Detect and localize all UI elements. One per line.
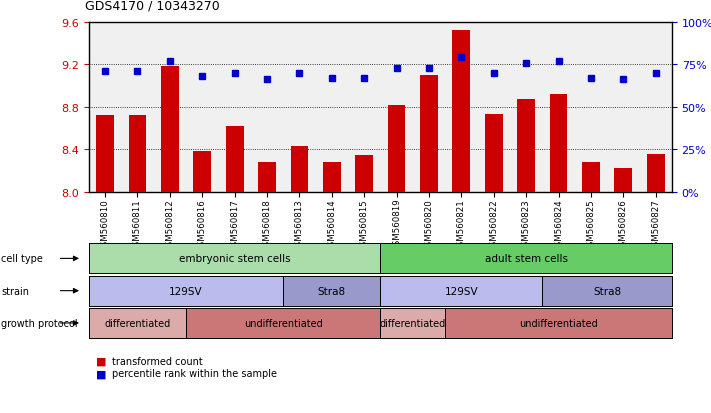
Text: ■: ■ <box>96 368 107 378</box>
Bar <box>550 95 567 192</box>
Bar <box>647 155 665 192</box>
Text: adult stem cells: adult stem cells <box>485 254 567 264</box>
Text: 129SV: 129SV <box>444 286 479 296</box>
Bar <box>517 100 535 192</box>
Bar <box>258 162 276 192</box>
Bar <box>485 115 503 192</box>
Text: undifferentiated: undifferentiated <box>519 318 598 328</box>
Text: undifferentiated: undifferentiated <box>244 318 323 328</box>
Bar <box>614 169 632 192</box>
Text: cell type: cell type <box>1 254 43 264</box>
Bar <box>129 116 146 192</box>
Text: differentiated: differentiated <box>105 318 171 328</box>
Bar <box>420 76 438 192</box>
Text: differentiated: differentiated <box>380 318 446 328</box>
Text: transformed count: transformed count <box>112 356 203 366</box>
Text: ■: ■ <box>96 356 107 366</box>
Text: growth protocol: growth protocol <box>1 318 78 328</box>
Text: strain: strain <box>1 286 29 296</box>
Bar <box>452 31 470 192</box>
Text: Stra8: Stra8 <box>593 286 621 296</box>
Bar <box>225 126 244 192</box>
Bar <box>323 162 341 192</box>
Text: Stra8: Stra8 <box>318 286 346 296</box>
Bar <box>387 105 405 192</box>
Text: GDS4170 / 10343270: GDS4170 / 10343270 <box>85 0 220 12</box>
Text: 129SV: 129SV <box>169 286 203 296</box>
Bar <box>161 67 178 192</box>
Bar <box>193 152 211 192</box>
Bar <box>291 147 309 192</box>
Bar <box>356 156 373 192</box>
Bar <box>96 116 114 192</box>
Text: percentile rank within the sample: percentile rank within the sample <box>112 368 277 378</box>
Text: embryonic stem cells: embryonic stem cells <box>179 254 290 264</box>
Bar <box>582 162 600 192</box>
